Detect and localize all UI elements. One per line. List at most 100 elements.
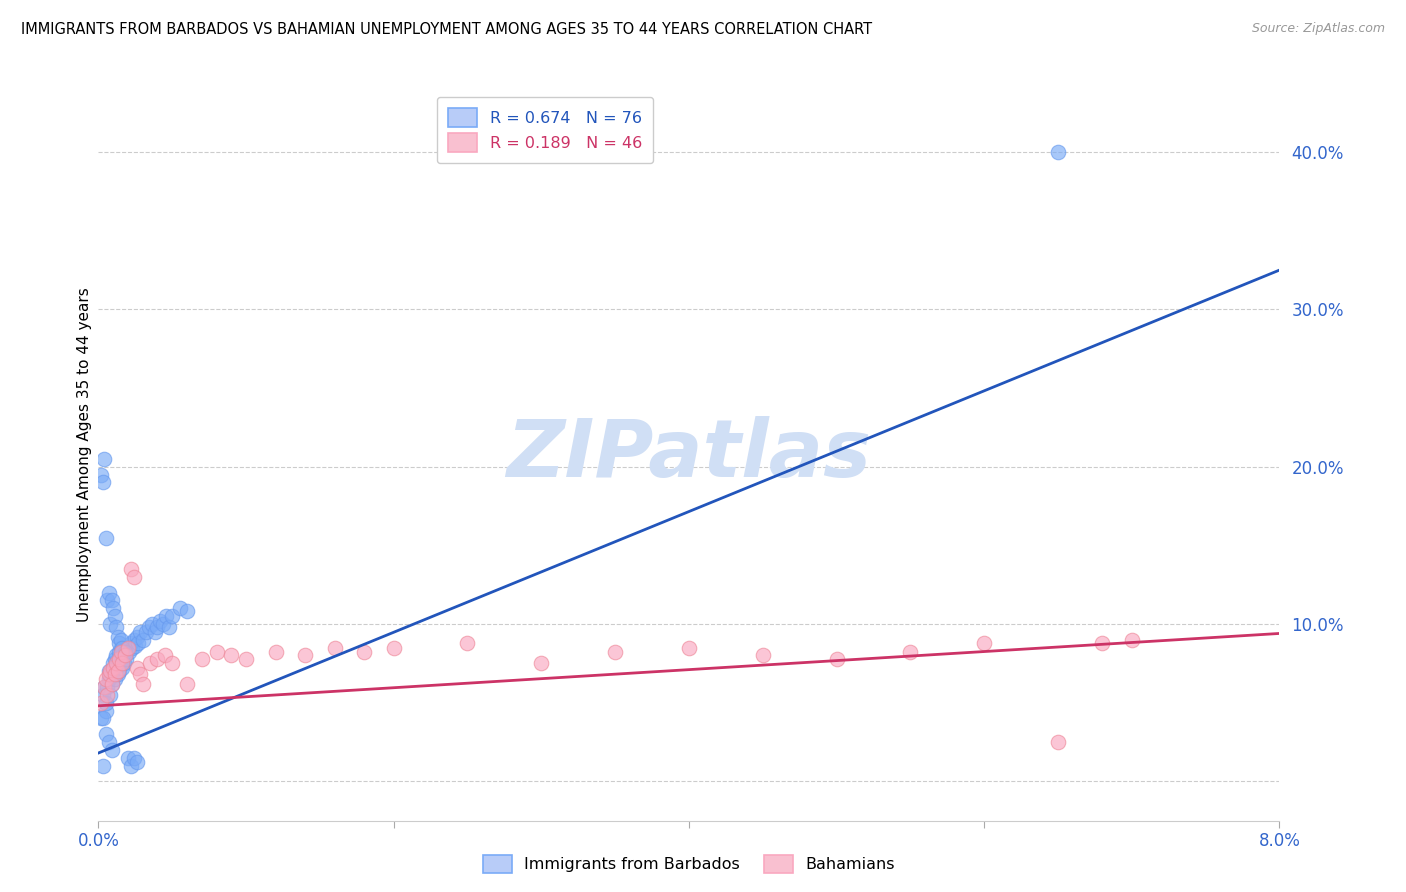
Point [110,632,132,647]
Point [104,609,127,624]
Text: Source: ZipAtlas.com: Source: ZipAtlas.com [1251,22,1385,36]
Point [100,743,122,757]
Point [146,651,169,665]
Point [146,620,169,634]
Point [191,651,214,665]
Point [162,657,183,671]
Point [98,688,121,702]
Point [107,657,129,671]
Point [117,640,139,655]
Point [162,609,183,624]
Point [91,758,114,772]
Point [107,667,129,681]
Point [114,648,136,663]
Point [94,672,117,686]
Point [108,636,131,650]
Point [152,617,174,632]
Point [323,640,346,655]
Point [93,680,115,694]
Point [108,651,131,665]
Point [125,661,148,675]
Point [91,711,114,725]
Point [100,677,122,691]
Legend: Immigrants from Barbados, Bahamians: Immigrants from Barbados, Bahamians [477,848,901,880]
Point [139,657,162,671]
Point [110,640,132,655]
Text: IMMIGRANTS FROM BARBADOS VS BAHAMIAN UNEMPLOYMENT AMONG AGES 35 TO 44 YEARS CORR: IMMIGRANTS FROM BARBADOS VS BAHAMIAN UNE… [21,22,872,37]
Point [456,636,478,650]
Point [153,648,176,663]
Point [112,657,135,671]
Point [176,677,198,691]
Point [105,661,128,675]
Point [107,664,129,678]
Point [93,680,115,694]
Point [176,604,198,618]
Point [97,672,120,686]
Point [104,672,127,686]
Point [103,601,125,615]
Point [114,644,136,658]
Point [97,664,120,678]
Point [104,651,127,665]
Point [120,636,142,650]
Point [157,620,180,634]
Point [149,614,172,628]
Point [103,661,125,675]
Point [1091,636,1114,650]
Point [605,645,627,659]
Point [91,688,114,702]
Point [111,657,134,671]
Point [219,648,242,663]
Point [117,750,139,764]
Point [138,620,160,634]
Point [122,750,145,764]
Point [122,632,145,647]
Point [96,593,118,607]
Point [235,651,257,665]
Legend: R = 0.674   N = 76, R = 0.189   N = 46: R = 0.674 N = 76, R = 0.189 N = 46 [437,97,654,163]
Point [93,451,115,466]
Point [124,639,146,653]
Point [111,640,134,655]
Point [973,636,995,650]
Point [294,648,316,663]
Point [94,704,117,718]
Point [120,562,142,576]
Point [96,688,118,702]
Point [104,667,127,681]
Point [135,624,157,639]
Point [98,664,121,678]
Point [103,664,125,678]
Point [264,645,287,659]
Point [751,648,773,663]
Point [97,667,120,681]
Point [353,645,375,659]
Point [125,630,148,644]
Point [1121,632,1143,647]
Point [143,624,166,639]
Point [94,531,117,545]
Point [205,645,228,659]
Point [110,655,132,669]
Point [94,696,117,710]
Y-axis label: Unemployment Among Ages 35 to 44 years: Unemployment Among Ages 35 to 44 years [77,287,91,623]
Point [103,657,125,671]
Point [900,645,922,659]
Point [128,624,150,639]
Point [94,727,117,741]
Point [132,632,155,647]
Point [90,696,112,710]
Point [127,636,149,650]
Point [117,640,139,655]
Point [118,645,141,659]
Point [125,756,148,770]
Point [1046,145,1069,160]
Point [105,648,128,663]
Point [155,609,177,624]
Point [169,601,191,615]
Point [530,657,553,671]
Point [110,645,132,659]
Point [96,680,118,694]
Point [115,651,138,665]
